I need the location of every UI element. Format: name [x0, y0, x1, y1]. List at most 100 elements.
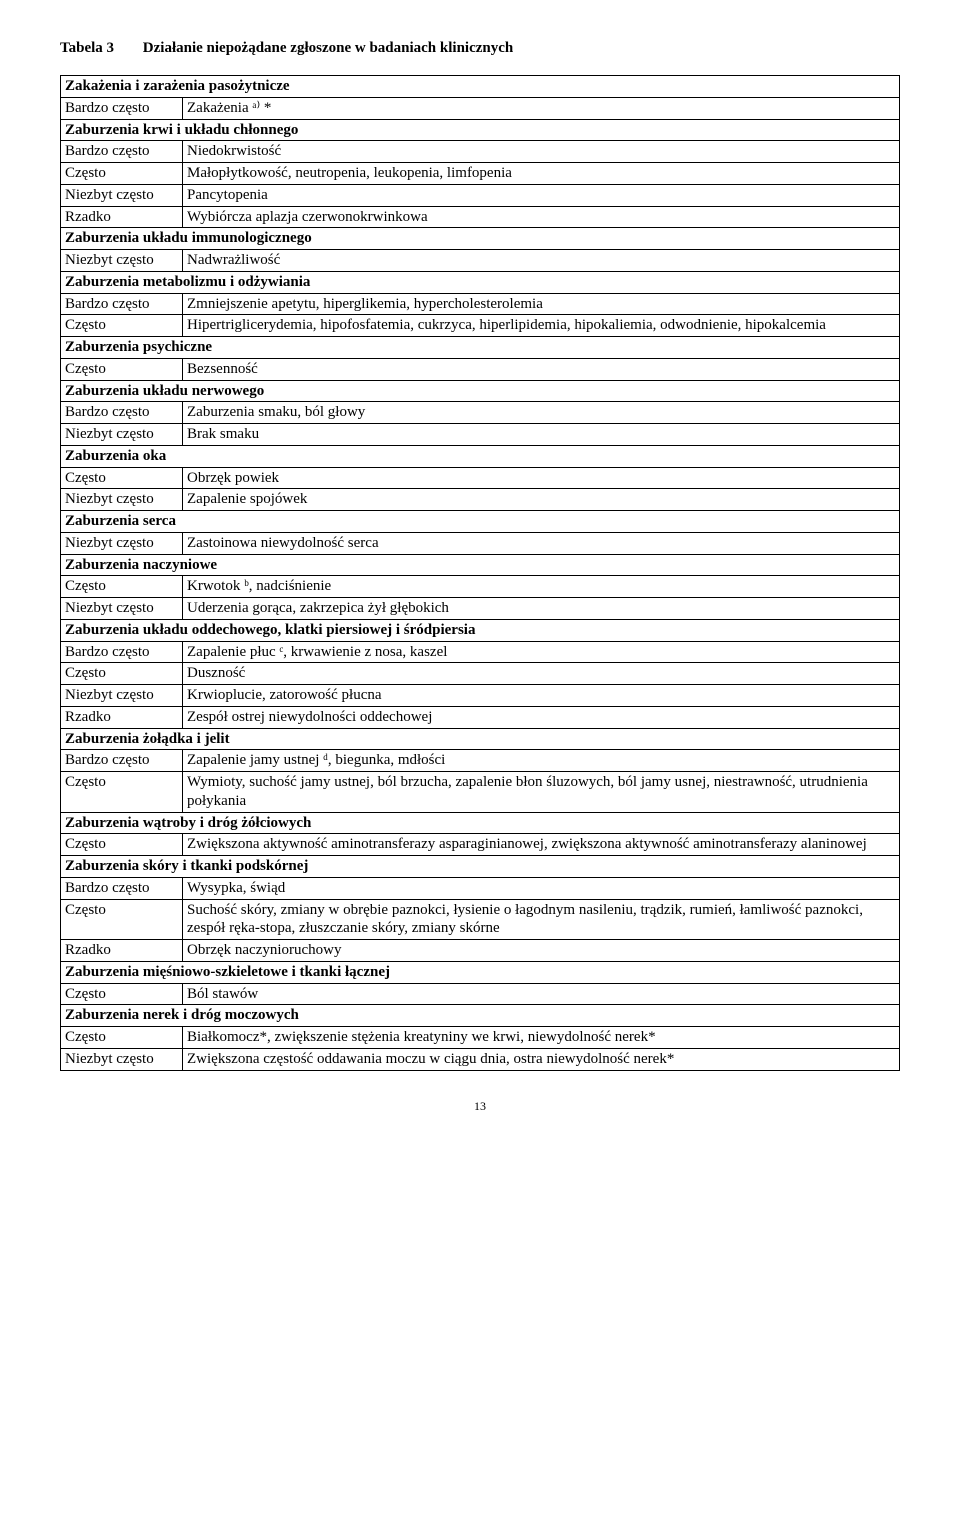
- description-cell: Pancytopenia: [183, 184, 900, 206]
- frequency-cell: Niezbyt często: [61, 1048, 183, 1070]
- description-cell: Niedokrwistość: [183, 141, 900, 163]
- frequency-cell: Rzadko: [61, 206, 183, 228]
- description-cell: Uderzenia gorąca, zakrzepica żył głęboki…: [183, 598, 900, 620]
- description-cell: Białkomocz*, zwiększenie stężenia kreaty…: [183, 1027, 900, 1049]
- description-cell: Nadwrażliwość: [183, 250, 900, 272]
- frequency-cell: Bardzo często: [61, 750, 183, 772]
- description-cell: Duszność: [183, 663, 900, 685]
- frequency-cell: Często: [61, 772, 183, 813]
- table-row: Zaburzenia nerek i dróg moczowych: [61, 1005, 900, 1027]
- table-row: Niezbyt częstoKrwioplucie, zatorowość pł…: [61, 685, 900, 707]
- table-row: CzęstoMałopłytkowość, neutropenia, leuko…: [61, 163, 900, 185]
- description-cell: Zapalenie spojówek: [183, 489, 900, 511]
- table-row: Niezbyt częstoZwiększona częstość oddawa…: [61, 1048, 900, 1070]
- table-row: Zaburzenia mięśniowo-szkieletowe i tkank…: [61, 961, 900, 983]
- frequency-cell: Bardzo często: [61, 877, 183, 899]
- table-row: CzęstoBiałkomocz*, zwiększenie stężenia …: [61, 1027, 900, 1049]
- table-row: CzęstoDuszność: [61, 663, 900, 685]
- frequency-cell: Bardzo często: [61, 293, 183, 315]
- description-cell: Krwioplucie, zatorowość płucna: [183, 685, 900, 707]
- description-cell: Zmniejszenie apetytu, hiperglikemia, hyp…: [183, 293, 900, 315]
- description-cell: Obrzęk naczynioruchowy: [183, 940, 900, 962]
- description-cell: Zwiększona częstość oddawania moczu w ci…: [183, 1048, 900, 1070]
- table-row: Niezbyt częstoZastoinowa niewydolność se…: [61, 532, 900, 554]
- table-row: RzadkoObrzęk naczynioruchowy: [61, 940, 900, 962]
- table-row: Zakażenia i zarażenia pasożytnicze: [61, 76, 900, 98]
- table-row: Bardzo częstoZakażenia ᵃ⁾ *: [61, 97, 900, 119]
- frequency-cell: Bardzo często: [61, 402, 183, 424]
- table-row: CzęstoBezsenność: [61, 358, 900, 380]
- description-cell: Wymioty, suchość jamy ustnej, ból brzuch…: [183, 772, 900, 813]
- description-cell: Wybiórcza aplazja czerwonokrwinkowa: [183, 206, 900, 228]
- table-row: Zaburzenia oka: [61, 445, 900, 467]
- description-cell: Suchość skóry, zmiany w obrębie paznokci…: [183, 899, 900, 940]
- description-cell: Wysypka, świąd: [183, 877, 900, 899]
- description-cell: Zespół ostrej niewydolności oddechowej: [183, 706, 900, 728]
- table-row: CzęstoWymioty, suchość jamy ustnej, ból …: [61, 772, 900, 813]
- table-row: Zaburzenia wątroby i dróg żółciowych: [61, 812, 900, 834]
- table-row: Niezbyt częstoPancytopenia: [61, 184, 900, 206]
- frequency-cell: Niezbyt często: [61, 489, 183, 511]
- description-cell: Zakażenia ᵃ⁾ *: [183, 97, 900, 119]
- frequency-cell: Często: [61, 983, 183, 1005]
- frequency-cell: Często: [61, 315, 183, 337]
- table-row: RzadkoWybiórcza aplazja czerwonokrwinkow…: [61, 206, 900, 228]
- section-header-cell: Zaburzenia metabolizmu i odżywiania: [61, 271, 900, 293]
- description-cell: Bezsenność: [183, 358, 900, 380]
- table-row: Niezbyt częstoZapalenie spojówek: [61, 489, 900, 511]
- description-cell: Zaburzenia smaku, ból głowy: [183, 402, 900, 424]
- frequency-cell: Często: [61, 576, 183, 598]
- description-cell: Ból stawów: [183, 983, 900, 1005]
- frequency-cell: Często: [61, 358, 183, 380]
- adverse-events-table: Zakażenia i zarażenia pasożytniczeBardzo…: [60, 75, 900, 1071]
- section-header-cell: Zaburzenia psychiczne: [61, 337, 900, 359]
- table-row: Zaburzenia układu oddechowego, klatki pi…: [61, 619, 900, 641]
- section-header-cell: Zaburzenia układu oddechowego, klatki pi…: [61, 619, 900, 641]
- table-row: CzęstoKrwotok ᵇ, nadciśnienie: [61, 576, 900, 598]
- table-row: Zaburzenia układu immunologicznego: [61, 228, 900, 250]
- frequency-cell: Bardzo często: [61, 141, 183, 163]
- table-row: Zaburzenia skóry i tkanki podskórnej: [61, 856, 900, 878]
- frequency-cell: Bardzo często: [61, 97, 183, 119]
- section-header-cell: Zaburzenia układu immunologicznego: [61, 228, 900, 250]
- table-row: Zaburzenia żołądka i jelit: [61, 728, 900, 750]
- frequency-cell: Często: [61, 663, 183, 685]
- section-header-cell: Zaburzenia serca: [61, 511, 900, 533]
- table-row: Niezbyt częstoNadwrażliwość: [61, 250, 900, 272]
- table-row: Niezbyt częstoBrak smaku: [61, 424, 900, 446]
- description-cell: Małopłytkowość, neutropenia, leukopenia,…: [183, 163, 900, 185]
- section-header-cell: Zaburzenia nerek i dróg moczowych: [61, 1005, 900, 1027]
- section-header-cell: Zaburzenia wątroby i dróg żółciowych: [61, 812, 900, 834]
- table-row: Bardzo częstoNiedokrwistość: [61, 141, 900, 163]
- frequency-cell: Niezbyt często: [61, 184, 183, 206]
- table-row: Zaburzenia naczyniowe: [61, 554, 900, 576]
- section-header-cell: Zaburzenia żołądka i jelit: [61, 728, 900, 750]
- section-header-cell: Zakażenia i zarażenia pasożytnicze: [61, 76, 900, 98]
- description-cell: Krwotok ᵇ, nadciśnienie: [183, 576, 900, 598]
- table-row: RzadkoZespół ostrej niewydolności oddech…: [61, 706, 900, 728]
- table-row: CzęstoBól stawów: [61, 983, 900, 1005]
- table-row: Bardzo częstoZaburzenia smaku, ból głowy: [61, 402, 900, 424]
- description-cell: Zapalenie płuc ᶜ, krwawienie z nosa, kas…: [183, 641, 900, 663]
- table-row: Bardzo częstoZapalenie płuc ᶜ, krwawieni…: [61, 641, 900, 663]
- frequency-cell: Często: [61, 163, 183, 185]
- frequency-cell: Często: [61, 467, 183, 489]
- section-header-cell: Zaburzenia skóry i tkanki podskórnej: [61, 856, 900, 878]
- frequency-cell: Często: [61, 1027, 183, 1049]
- section-header-cell: Zaburzenia oka: [61, 445, 900, 467]
- table-row: CzęstoObrzęk powiek: [61, 467, 900, 489]
- table-number: Tabela 3: [60, 40, 114, 56]
- page-number: 13: [60, 1099, 900, 1114]
- table-caption: Tabela 3 Działanie niepożądane zgłoszone…: [60, 40, 900, 57]
- frequency-cell: Niezbyt często: [61, 685, 183, 707]
- section-header-cell: Zaburzenia naczyniowe: [61, 554, 900, 576]
- frequency-cell: Często: [61, 899, 183, 940]
- table-row: Zaburzenia serca: [61, 511, 900, 533]
- frequency-cell: Niezbyt często: [61, 250, 183, 272]
- table-row: Zaburzenia metabolizmu i odżywiania: [61, 271, 900, 293]
- frequency-cell: Niezbyt często: [61, 598, 183, 620]
- frequency-cell: Często: [61, 834, 183, 856]
- description-cell: Zastoinowa niewydolność serca: [183, 532, 900, 554]
- frequency-cell: Rzadko: [61, 706, 183, 728]
- section-header-cell: Zaburzenia układu nerwowego: [61, 380, 900, 402]
